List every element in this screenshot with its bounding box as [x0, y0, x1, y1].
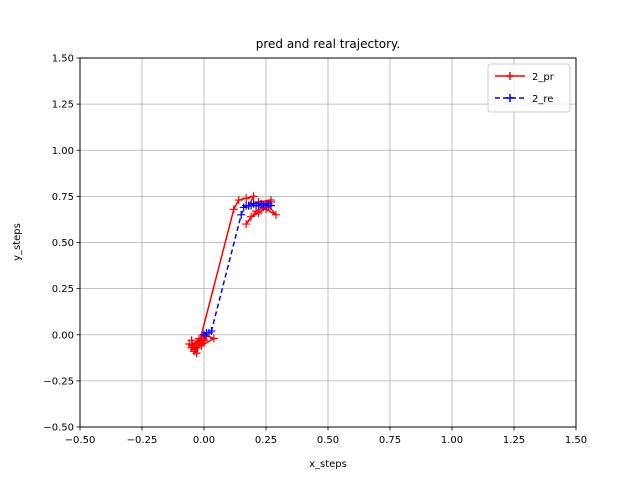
x-tick-label: 0.75 — [379, 435, 401, 446]
x-axis-label: x_steps — [309, 459, 347, 470]
y-tick-label: 0.75 — [52, 192, 74, 203]
data-point-pred — [229, 205, 238, 214]
x-tick-label: −0.25 — [127, 435, 158, 446]
y-tick-label: 1.25 — [52, 100, 74, 111]
legend-marker-real — [506, 94, 514, 102]
series-layer — [185, 192, 280, 358]
x-tick-label: 1.50 — [565, 435, 587, 446]
legend-entry-real: 2_re — [495, 94, 553, 105]
x-tick-label: 0.00 — [193, 435, 215, 446]
x-axis-ticks: −0.50 −0.25 0.00 0.25 0.50 0.75 1.00 1.25 1.50 — [65, 427, 587, 446]
data-point-pred — [249, 192, 258, 201]
legend-box — [487, 63, 571, 113]
legend-label-real: 2_re — [532, 94, 553, 105]
y-tick-label: 0.00 — [52, 330, 74, 341]
y-tick-label: 1.00 — [52, 146, 74, 157]
y-tick-label: 1.50 — [52, 54, 74, 65]
y-axis-ticks: −0.50 −0.25 0.00 0.25 0.50 0.75 1.00 1.25 1.50 — [43, 54, 80, 434]
x-tick-label: −0.50 — [65, 435, 96, 446]
data-point-pred — [271, 210, 280, 219]
data-point-pred — [197, 341, 206, 350]
data-point-pred — [209, 334, 218, 343]
x-tick-label: 1.00 — [441, 435, 463, 446]
data-point-real — [237, 210, 246, 219]
plot-frame — [79, 57, 577, 428]
y-tick-label: 0.25 — [52, 284, 74, 295]
y-tick-label: 0.50 — [52, 238, 74, 249]
legend-entry-pred: 2_pr — [495, 72, 555, 83]
data-point-real — [207, 327, 216, 336]
legend: 2_pr 2_re — [487, 63, 571, 113]
y-tick-label: −0.25 — [43, 376, 74, 387]
data-point-pred — [242, 220, 251, 229]
data-point-pred — [242, 194, 251, 203]
data-point-pred — [234, 196, 243, 205]
data-point-real — [266, 201, 275, 210]
data-point-pred — [192, 349, 201, 358]
legend-label-pred: 2_pr — [532, 72, 555, 83]
x-tick-label: 0.50 — [317, 435, 339, 446]
plot-area: −0.50 −0.25 0.00 0.25 0.50 0.75 1.00 1.25 1.50 −… — [43, 54, 587, 447]
data-point-pred — [247, 212, 256, 221]
chart-title: pred and real trajectory. — [256, 37, 401, 51]
legend-marker-pred — [506, 72, 514, 80]
y-tick-label: −0.50 — [43, 423, 74, 434]
data-point-pred — [187, 343, 196, 352]
y-axis-label: y_steps — [12, 223, 23, 261]
x-tick-label: 0.25 — [255, 435, 277, 446]
x-tick-label: 1.25 — [503, 435, 525, 446]
